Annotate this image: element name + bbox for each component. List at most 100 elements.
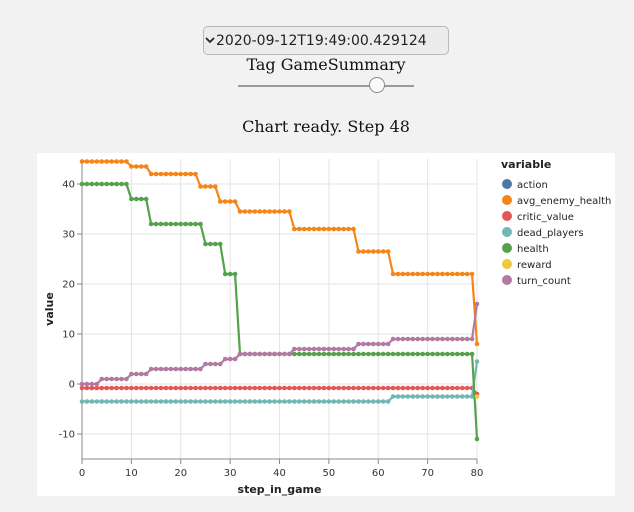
point-turn-count <box>272 351 277 357</box>
point-health <box>346 351 351 357</box>
point-avg-enemy-health <box>247 209 253 214</box>
point-avg-enemy-health <box>163 171 169 177</box>
point-critic-value <box>148 385 154 391</box>
point-avg-enemy-health <box>134 164 139 169</box>
point-health <box>84 181 90 187</box>
point-avg-enemy-health <box>277 209 282 214</box>
point-avg-enemy-health <box>198 184 203 189</box>
run-select[interactable]: 2020-09-12T19:49:00.429124 <box>203 26 449 55</box>
x-axis-title: step_in_game <box>238 483 322 496</box>
point-avg-enemy-health <box>257 209 263 214</box>
point-critic-value <box>440 385 445 391</box>
point-turn-count <box>356 341 361 347</box>
point-health <box>326 351 332 357</box>
point-dead-players <box>163 399 169 404</box>
point-turn-count <box>104 376 109 382</box>
point-turn-count <box>371 341 376 347</box>
legend-label: avg_enemy_health <box>517 196 611 207</box>
point-health <box>425 351 430 357</box>
point-avg-enemy-health <box>440 271 445 277</box>
x-tick-label: 60 <box>372 468 385 479</box>
point-avg-enemy-health <box>469 271 475 277</box>
point-critic-value <box>425 385 430 391</box>
point-avg-enemy-health <box>109 159 114 164</box>
point-critic-value <box>119 385 124 391</box>
point-avg-enemy-health <box>148 171 154 177</box>
y-tick-label: 10 <box>62 330 75 341</box>
point-health <box>193 221 198 227</box>
point-turn-count <box>380 341 386 347</box>
point-avg-enemy-health <box>420 271 425 277</box>
point-dead-players <box>257 399 263 404</box>
point-avg-enemy-health <box>385 249 391 254</box>
point-health <box>371 351 376 357</box>
point-critic-value <box>331 385 337 391</box>
point-turn-count <box>257 351 263 357</box>
point-health <box>316 351 322 357</box>
point-avg-enemy-health <box>336 226 342 232</box>
point-avg-enemy-health <box>459 271 465 277</box>
point-avg-enemy-health <box>375 249 381 254</box>
point-avg-enemy-health <box>188 171 193 177</box>
legend-label: turn_count <box>517 276 571 287</box>
point-avg-enemy-health <box>173 171 179 177</box>
point-critic-value <box>336 385 342 391</box>
point-health <box>440 351 445 357</box>
point-dead-players <box>341 399 346 404</box>
point-turn-count <box>366 341 371 347</box>
point-health <box>104 181 109 187</box>
point-critic-value <box>198 385 203 391</box>
point-turn-count <box>459 336 465 342</box>
point-critic-value <box>464 385 470 391</box>
point-turn-count <box>292 346 297 352</box>
step-slider-thumb[interactable] <box>369 77 386 93</box>
point-turn-count <box>326 346 332 352</box>
point-avg-enemy-health <box>341 226 346 232</box>
point-dead-players <box>198 399 203 404</box>
point-health <box>168 221 174 227</box>
step-slider-track[interactable] <box>238 85 414 87</box>
point-turn-count <box>94 381 100 387</box>
point-health <box>469 351 475 357</box>
point-critic-value <box>129 385 134 391</box>
point-critic-value <box>371 385 376 391</box>
legend-label: critic_value <box>517 212 574 223</box>
point-critic-value <box>346 385 351 391</box>
point-critic-value <box>272 385 277 391</box>
point-avg-enemy-health <box>119 159 124 164</box>
point-health <box>351 351 356 357</box>
point-critic-value <box>296 385 302 391</box>
point-dead-players <box>366 399 371 404</box>
point-critic-value <box>217 385 223 391</box>
point-avg-enemy-health <box>222 199 228 204</box>
point-critic-value <box>262 385 267 391</box>
point-dead-players <box>124 399 129 404</box>
point-avg-enemy-health <box>208 184 213 189</box>
point-dead-players <box>306 399 312 404</box>
point-turn-count <box>138 371 144 377</box>
point-dead-players <box>267 399 272 404</box>
point-critic-value <box>430 385 435 391</box>
point-health <box>213 241 218 247</box>
point-avg-enemy-health <box>301 226 307 232</box>
point-dead-players <box>222 399 228 404</box>
point-turn-count <box>469 336 475 342</box>
point-avg-enemy-health <box>405 271 411 277</box>
point-dead-players <box>173 399 179 404</box>
point-avg-enemy-health <box>435 271 440 277</box>
point-health <box>296 351 302 357</box>
point-turn-count <box>385 341 391 347</box>
point-avg-enemy-health <box>321 226 327 232</box>
point-avg-enemy-health <box>450 271 455 277</box>
point-health <box>395 351 401 357</box>
point-turn-count <box>84 381 90 387</box>
point-turn-count <box>158 366 164 372</box>
x-tick-label: 50 <box>323 468 336 479</box>
point-turn-count <box>440 336 445 342</box>
point-avg-enemy-health <box>351 226 356 232</box>
point-avg-enemy-health <box>356 249 361 254</box>
legend-label: dead_players <box>517 228 584 239</box>
point-critic-value <box>168 385 174 391</box>
point-turn-count <box>375 341 381 347</box>
point-turn-count <box>316 346 322 352</box>
